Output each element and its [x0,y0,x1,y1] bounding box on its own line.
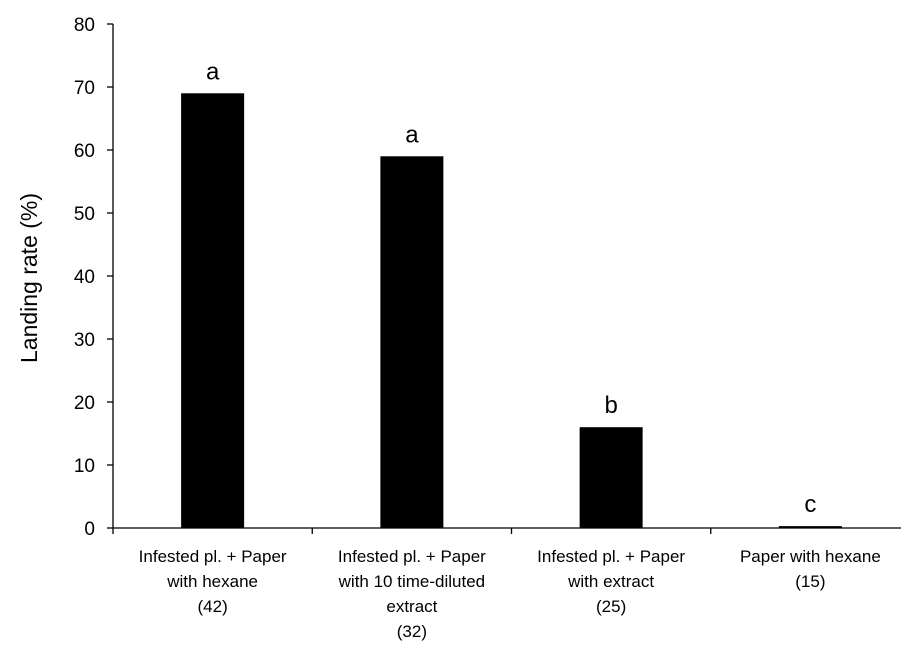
bar [181,93,244,528]
bar-significance-label: a [206,58,220,85]
y-tick-label: 20 [74,393,95,414]
bar-significance-label: a [405,121,419,148]
y-tick-label: 40 [74,267,95,288]
bar [779,526,842,528]
bar [380,156,443,528]
y-tick-label: 70 [74,78,95,99]
y-tick-label: 30 [74,330,95,351]
y-tick-label: 50 [74,204,95,225]
x-category-label: (15) [795,572,825,591]
x-category-label: with extract [567,572,654,591]
x-category-label: Infested pl. + Paper [537,547,685,566]
y-tick-label: 10 [74,456,95,477]
bars [181,93,842,528]
bar [580,427,643,528]
x-category-label: extract [386,597,437,616]
x-category-label: Paper with hexane [740,547,881,566]
x-category-label: with 10 time-diluted [338,572,485,591]
bar-labels: a a b c [206,58,816,518]
x-category-label: with hexane [166,572,258,591]
y-tick-label: 80 [74,15,95,36]
x-category-label: (25) [596,597,626,616]
x-category-label: Infested pl. + Paper [338,547,486,566]
category-labels: Infested pl. + Paper with hexane (42) Infes… [139,547,881,641]
bar-significance-label: b [604,392,617,419]
y-ticks: 0 10 20 30 40 50 60 70 80 [74,15,113,540]
y-axis-title: Landing rate (%) [16,193,42,363]
bar-significance-label: c [804,491,816,518]
y-tick-label: 60 [74,141,95,162]
x-ticks [113,528,901,534]
y-tick-label: 0 [84,519,95,540]
x-category-label: Infested pl. + Paper [139,547,287,566]
x-category-label: (42) [198,597,228,616]
x-category-label: (32) [397,622,427,641]
